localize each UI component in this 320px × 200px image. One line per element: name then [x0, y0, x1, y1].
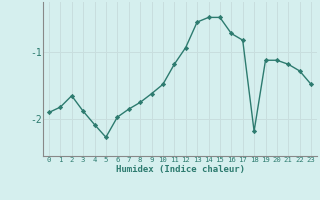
- X-axis label: Humidex (Indice chaleur): Humidex (Indice chaleur): [116, 165, 244, 174]
